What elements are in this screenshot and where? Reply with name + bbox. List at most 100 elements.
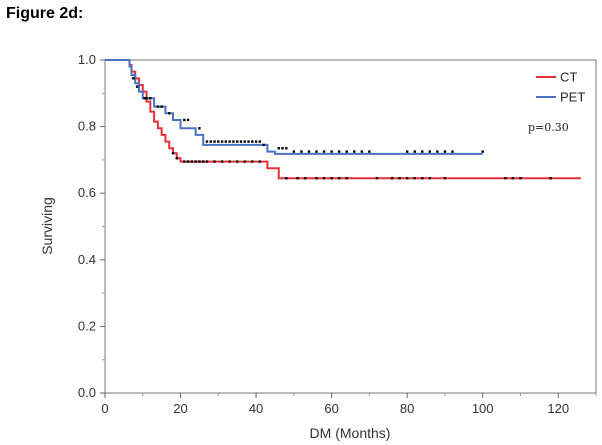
censor-mark xyxy=(224,140,228,143)
censor-mark xyxy=(322,177,326,180)
x-tick-label: 100 xyxy=(472,401,494,416)
censor-mark xyxy=(353,150,356,153)
censor-mark xyxy=(421,177,424,180)
censor-mark xyxy=(228,160,231,163)
censor-mark xyxy=(190,160,194,163)
y-axis-ticks: 0.0 0.2 0.4 0.6 0.8 1.0 xyxy=(78,52,105,400)
censor-mark xyxy=(360,150,364,153)
censor-mark xyxy=(315,150,318,153)
censor-mark xyxy=(451,150,454,153)
censor-mark xyxy=(213,140,216,143)
censor-mark xyxy=(285,177,288,180)
censor-mark xyxy=(330,150,333,153)
censor-mark xyxy=(132,77,135,80)
censor-mark xyxy=(194,160,197,163)
censor-mark xyxy=(277,147,280,150)
legend-label-ct: CT xyxy=(560,70,577,85)
x-axis-title: DM (Months) xyxy=(310,425,391,441)
censor-mark xyxy=(405,150,409,153)
censor-mark xyxy=(307,150,311,153)
censor-mark xyxy=(251,160,254,163)
censor-mark xyxy=(285,147,288,150)
legend-label-pet: PET xyxy=(560,90,585,105)
censor-mark xyxy=(345,150,348,153)
y-axis-title: Surviving xyxy=(39,197,55,255)
plot-frame xyxy=(104,59,597,394)
censor-mark xyxy=(171,152,175,155)
censor-mark xyxy=(262,143,265,147)
censor-mark xyxy=(413,177,416,180)
censor-mark xyxy=(254,140,258,143)
censor-mark xyxy=(481,150,484,153)
censor-mark xyxy=(443,177,447,180)
x-axis-ticks: 0 20 40 60 80 100 120 xyxy=(101,393,597,416)
p-value-annotation: p=0.30 xyxy=(528,121,569,134)
censor-mark xyxy=(160,105,163,108)
censor-mark xyxy=(368,150,371,153)
censor-mark xyxy=(183,118,186,122)
censor-mark xyxy=(183,160,186,163)
censor-mark xyxy=(251,140,254,143)
censor-mark xyxy=(205,140,209,143)
censor-mark xyxy=(390,177,394,180)
censor-mark xyxy=(202,160,205,163)
y-tick-label: 1.0 xyxy=(78,52,96,67)
censor-mark xyxy=(243,160,246,163)
legend: CT PET xyxy=(536,70,585,105)
censor-mark xyxy=(247,140,250,143)
y-tick-label: 0.2 xyxy=(78,318,96,333)
series-line-ct xyxy=(105,59,581,180)
survival-curves xyxy=(105,59,581,180)
censor-marks xyxy=(132,77,552,180)
censor-mark xyxy=(235,160,239,163)
censor-mark xyxy=(239,140,243,143)
censor-mark xyxy=(330,177,333,180)
censor-mark xyxy=(186,160,190,163)
censor-mark xyxy=(413,150,416,153)
x-tick-label: 40 xyxy=(249,401,263,416)
censor-mark xyxy=(149,97,152,100)
x-tick-label: 20 xyxy=(173,401,187,416)
x-tick-label: 120 xyxy=(547,401,569,416)
censor-mark xyxy=(296,177,299,180)
censor-mark xyxy=(228,140,231,143)
censor-mark xyxy=(258,160,262,163)
censor-mark xyxy=(337,150,341,153)
x-tick-label: 60 xyxy=(324,401,338,416)
censor-mark xyxy=(315,177,318,180)
censor-mark xyxy=(205,160,209,163)
censor-mark xyxy=(198,127,201,130)
censor-mark xyxy=(198,160,201,163)
censor-mark xyxy=(243,140,246,143)
censor-mark xyxy=(235,140,239,143)
y-tick-label: 0.6 xyxy=(78,185,96,200)
censor-mark xyxy=(156,105,160,108)
censor-mark xyxy=(145,97,148,100)
y-tick-label: 0.8 xyxy=(78,119,96,134)
censor-mark xyxy=(504,177,507,180)
x-tick-label: 0 xyxy=(101,401,108,416)
censor-mark xyxy=(281,147,284,150)
censor-mark xyxy=(186,118,190,122)
figure-label: Figure 2d: xyxy=(6,5,84,22)
x-tick-label: 80 xyxy=(400,401,414,416)
censor-mark xyxy=(220,140,224,143)
censor-mark xyxy=(443,150,447,153)
censor-mark xyxy=(519,177,522,180)
censor-mark xyxy=(258,140,262,143)
censor-mark xyxy=(220,160,224,163)
censor-mark xyxy=(217,140,220,143)
censor-mark xyxy=(428,177,432,180)
censor-mark xyxy=(436,150,439,153)
censor-mark xyxy=(143,97,146,100)
censor-mark xyxy=(405,177,409,180)
censor-mark xyxy=(375,177,379,180)
censor-mark xyxy=(168,112,171,115)
censor-mark xyxy=(398,177,401,180)
y-tick-label: 0.0 xyxy=(78,385,96,400)
censor-mark xyxy=(300,150,303,153)
censor-mark xyxy=(292,150,296,153)
censor-mark xyxy=(511,177,515,180)
censor-mark xyxy=(303,177,307,180)
censor-mark xyxy=(213,160,216,163)
